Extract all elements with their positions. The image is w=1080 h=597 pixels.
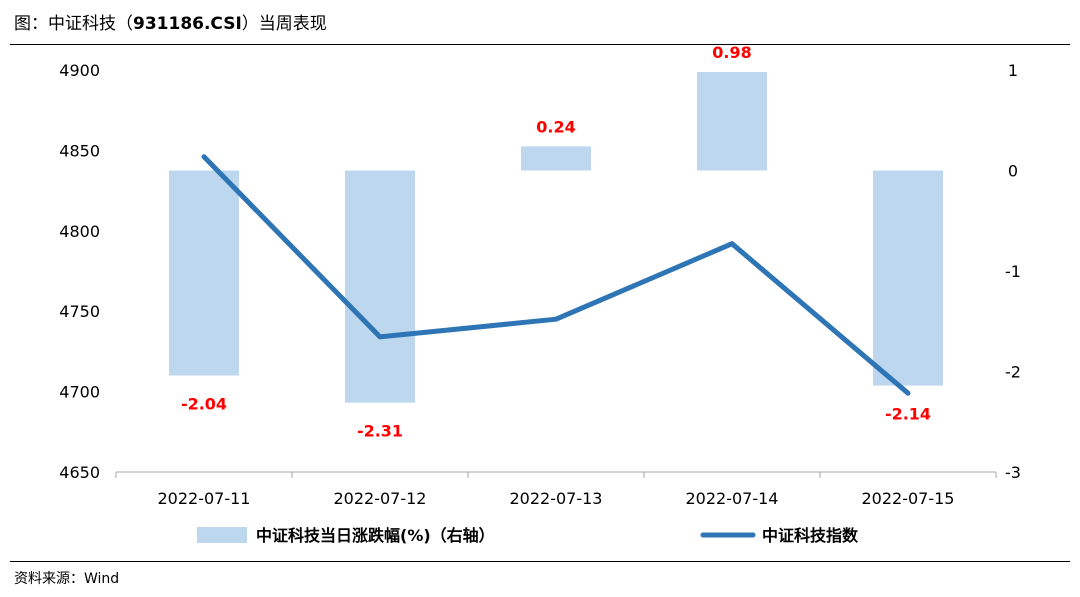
left-axis-tick-label: 4900: [59, 61, 100, 80]
bar-data-label: -2.14: [885, 405, 931, 424]
left-axis-tick-label: 4800: [59, 222, 100, 241]
right-axis-tick-label: 1: [1008, 61, 1018, 80]
bar-data-label: 0.98: [712, 43, 751, 62]
bar-2022-07-13: [521, 146, 591, 171]
index-line: [201, 154, 911, 396]
legend-bar-swatch: [197, 527, 247, 543]
x-axis-category-label: 2022-07-13: [510, 489, 603, 508]
right-axis-tick-label: -3: [1005, 463, 1021, 482]
bar-data-label: 0.24: [536, 117, 575, 136]
bar-2022-07-12: [345, 170, 415, 403]
x-axis-category-label: 2022-07-15: [862, 489, 955, 508]
left-axis-tick-label: 4650: [59, 463, 100, 482]
right-axis-tick-label: 0: [1008, 162, 1018, 181]
index-point-2022-07-12: [378, 335, 382, 339]
left-axis-tick-label: 4850: [59, 141, 100, 160]
x-axis-category-label: 2022-07-11: [158, 489, 251, 508]
title-prefix: 图：中证科技（: [14, 14, 133, 34]
source-note: 资料来源：Wind: [14, 571, 120, 587]
x-axis-category-label: 2022-07-12: [334, 489, 427, 508]
top-divider: [10, 44, 1070, 45]
right-axis-tick-label: -1: [1005, 262, 1021, 281]
title-code: 931186.CSI: [133, 14, 242, 34]
bar-data-label: -2.04: [181, 395, 227, 414]
chart-svg: -2.04 -2.31 0.24 0.98 -2.14 4650 4700 4750 4800 4…: [59, 43, 1021, 545]
bar-2022-07-14: [697, 72, 767, 171]
chart-title: 图：中证科技（931186.CSI）当周表现: [14, 12, 327, 36]
bar-data-label: -2.31: [357, 422, 403, 441]
legend-bar-label: 中证科技当日涨跌幅(%)（右轴）: [256, 526, 495, 545]
bottom-divider: [10, 561, 1070, 562]
title-suffix: ）当周表现: [241, 14, 327, 34]
right-axis-tick-label: -2: [1005, 363, 1021, 382]
left-axis-tick-label: 4750: [59, 302, 100, 321]
x-axis-category-label: 2022-07-14: [686, 489, 779, 508]
index-point-2022-07-11: [202, 155, 206, 159]
index-point-2022-07-15: [906, 391, 910, 395]
bar-2022-07-15: [873, 170, 943, 386]
index-point-2022-07-13: [554, 317, 558, 321]
legend-line-label: 中证科技指数: [762, 526, 859, 545]
left-axis-tick-label: 4700: [59, 383, 100, 402]
bar-2022-07-11: [169, 170, 239, 376]
index-point-2022-07-14: [730, 242, 734, 246]
